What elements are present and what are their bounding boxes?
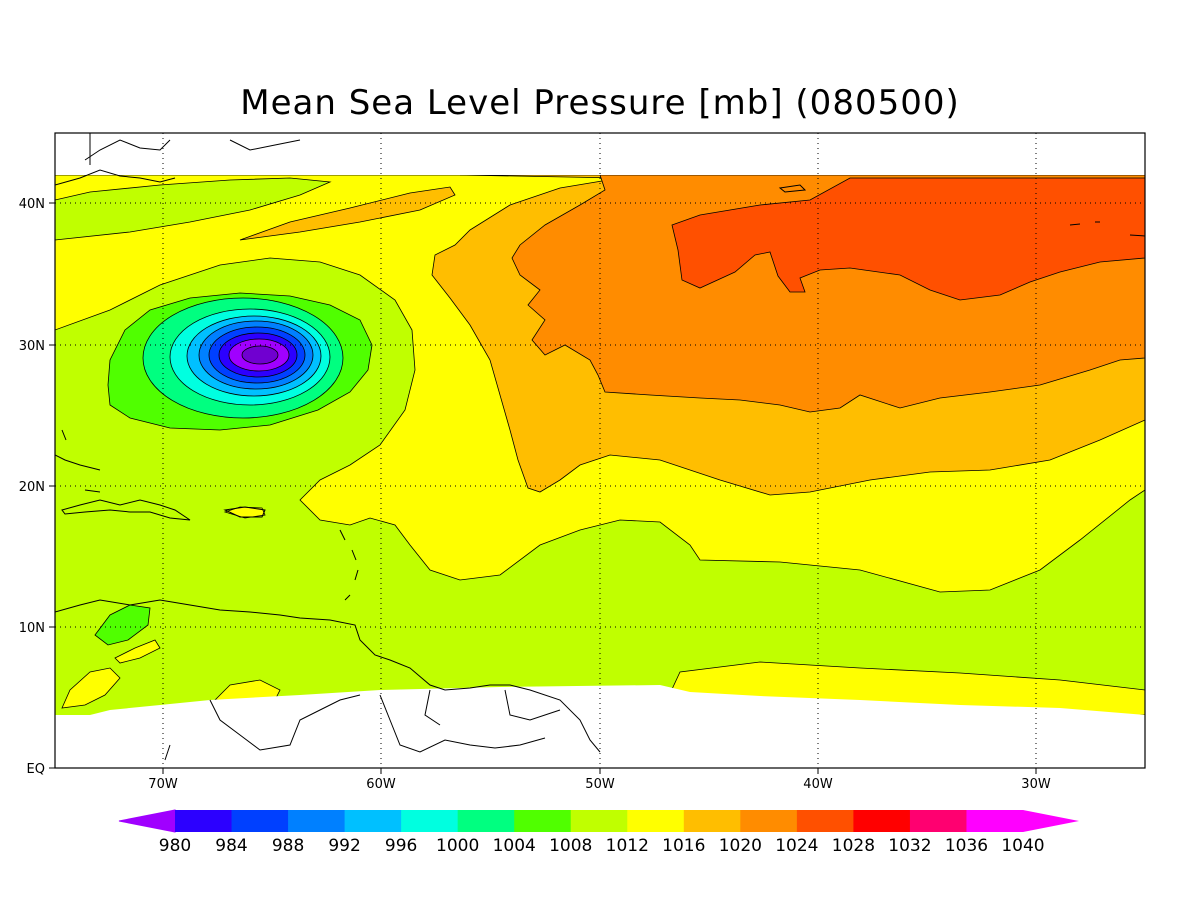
colorbar-label: 980 [159, 836, 191, 856]
colorbar-max-triangle [1023, 810, 1079, 832]
colorbar: 980 984 988 992 996 1000 1004 1008 1012 1016 1020 1… [118, 809, 1079, 856]
band-1008-sw [94, 604, 151, 646]
colorbar-swatch [457, 810, 515, 832]
lon-label: 40W [803, 777, 833, 792]
colorbar-swatch [401, 810, 459, 832]
lat-label: 20N [19, 480, 45, 495]
colorbar-label: 1008 [549, 836, 592, 856]
colorbar-label: 1012 [606, 836, 649, 856]
colorbar-label: 996 [385, 836, 417, 856]
contour-980-inner [241, 345, 279, 365]
colorbar-swatch [570, 810, 628, 832]
latitude-labels: 40N 30N 20N 10N EQ [19, 197, 45, 777]
colorbar-swatch [740, 810, 798, 832]
colorbar-label: 1040 [1001, 836, 1044, 856]
colorbar-label: 1028 [832, 836, 875, 856]
lat-label: 40N [19, 197, 45, 212]
colorbar-swatch [966, 810, 1024, 832]
band-1016-sw [114, 639, 161, 664]
lon-label: 60W [366, 777, 396, 792]
colorbar-label: 1016 [662, 836, 705, 856]
colorbar-label: 1024 [775, 836, 818, 856]
lon-label: 30W [1021, 777, 1051, 792]
colorbar-swatch [514, 810, 572, 832]
longitude-labels: 70W 60W 50W 40W 30W [148, 777, 1051, 792]
colorbar-label: 988 [272, 836, 304, 856]
colorbar-swatch [175, 810, 233, 832]
colorbar-swatch [796, 810, 854, 832]
colorbar-swatch [683, 810, 741, 832]
colorbar-swatch [853, 810, 911, 832]
band-1012-north [55, 177, 332, 241]
lon-label: 70W [148, 777, 178, 792]
band-1028 [671, 177, 1145, 301]
lat-label: EQ [27, 762, 45, 777]
colorbar-swatch [288, 810, 346, 832]
colorbar-swatch [344, 810, 402, 832]
axis-ticks [49, 202, 1037, 774]
colorbar-swatch [627, 810, 685, 832]
colorbar-min-triangle [118, 809, 176, 833]
colorbar-label: 984 [215, 836, 247, 856]
band-1016-sw2 [61, 667, 121, 709]
colorbar-label: 1020 [719, 836, 762, 856]
coastlines [55, 133, 1145, 761]
colorbar-swatch [909, 810, 967, 832]
lon-label: 50W [585, 777, 615, 792]
lat-label: 10N [19, 621, 45, 636]
colorbar-label: 992 [328, 836, 360, 856]
band-1020-tongue [239, 186, 456, 241]
colorbar-swatch [231, 810, 289, 832]
lat-label: 30N [19, 339, 45, 354]
cyclone-low [107, 292, 373, 431]
map-title: Mean Sea Level Pressure [mb] (080500) [240, 83, 960, 123]
colorbar-label: 1000 [436, 836, 479, 856]
graticule [55, 133, 1145, 768]
colorbar-label: 1004 [493, 836, 536, 856]
colorbar-label: 1036 [945, 836, 988, 856]
colorbar-label: 1032 [888, 836, 931, 856]
